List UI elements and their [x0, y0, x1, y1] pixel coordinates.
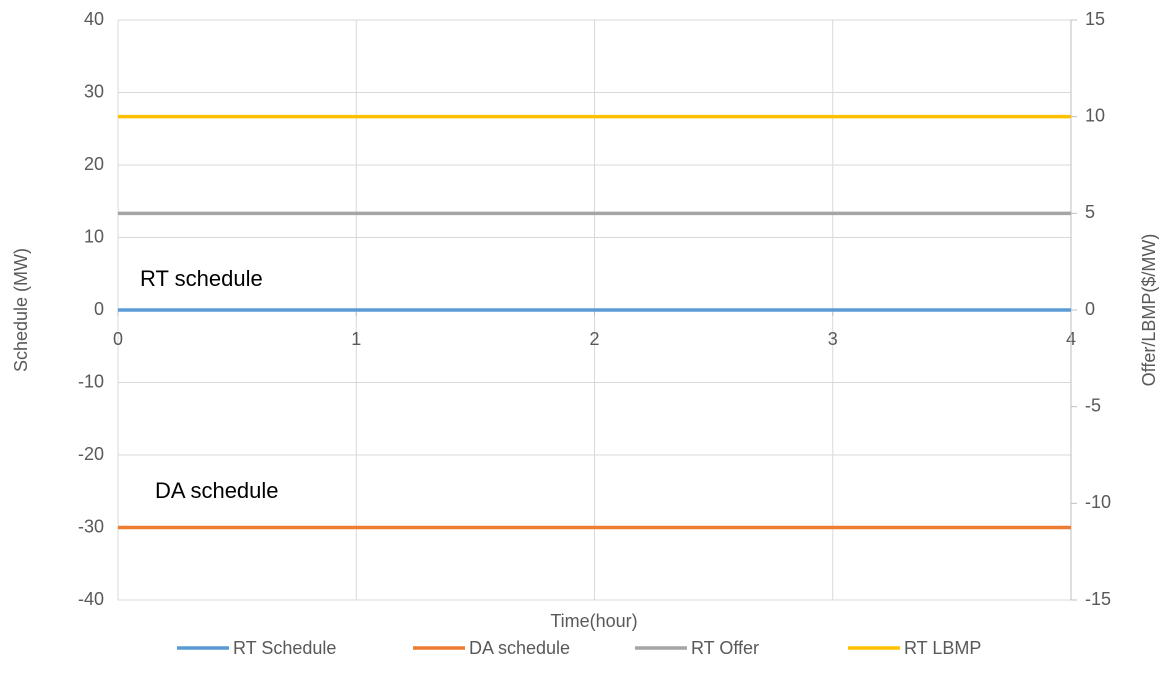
x-tick-label: 0	[113, 329, 123, 349]
y-tick-label: 20	[84, 154, 104, 174]
y-tick-label: 40	[84, 9, 104, 29]
y2-tick-label: 5	[1085, 202, 1095, 222]
legend-label: RT Offer	[691, 638, 759, 658]
x-tick-label: 1	[351, 329, 361, 349]
x-tick-label: 3	[828, 329, 838, 349]
y2-axis-title: Offer/LBMP($/MW)	[1139, 234, 1159, 387]
legend-label: RT Schedule	[233, 638, 336, 658]
y-axis-title: Schedule (MW)	[11, 248, 31, 372]
x-axis-title: Time(hour)	[550, 611, 637, 631]
y-tick-label: -40	[78, 589, 104, 609]
y-tick-label: -10	[78, 371, 104, 391]
legend-label: RT LBMP	[904, 638, 981, 658]
y-tick-label: 10	[84, 226, 104, 246]
y2-tick-label: 0	[1085, 299, 1095, 319]
y2-tick-label: 15	[1085, 9, 1105, 29]
y-tick-label: -20	[78, 444, 104, 464]
y-tick-label: 30	[84, 81, 104, 101]
y2-tick-label: 10	[1085, 105, 1105, 125]
annotation: DA schedule	[155, 478, 279, 503]
y2-tick-label: -5	[1085, 395, 1101, 415]
y2-tick-label: -10	[1085, 492, 1111, 512]
legend-label: DA schedule	[469, 638, 570, 658]
x-tick-label: 2	[589, 329, 599, 349]
y-tick-label: 0	[94, 299, 104, 319]
y-tick-label: -30	[78, 516, 104, 536]
y2-tick-label: -15	[1085, 589, 1111, 609]
annotation: RT schedule	[140, 266, 263, 291]
